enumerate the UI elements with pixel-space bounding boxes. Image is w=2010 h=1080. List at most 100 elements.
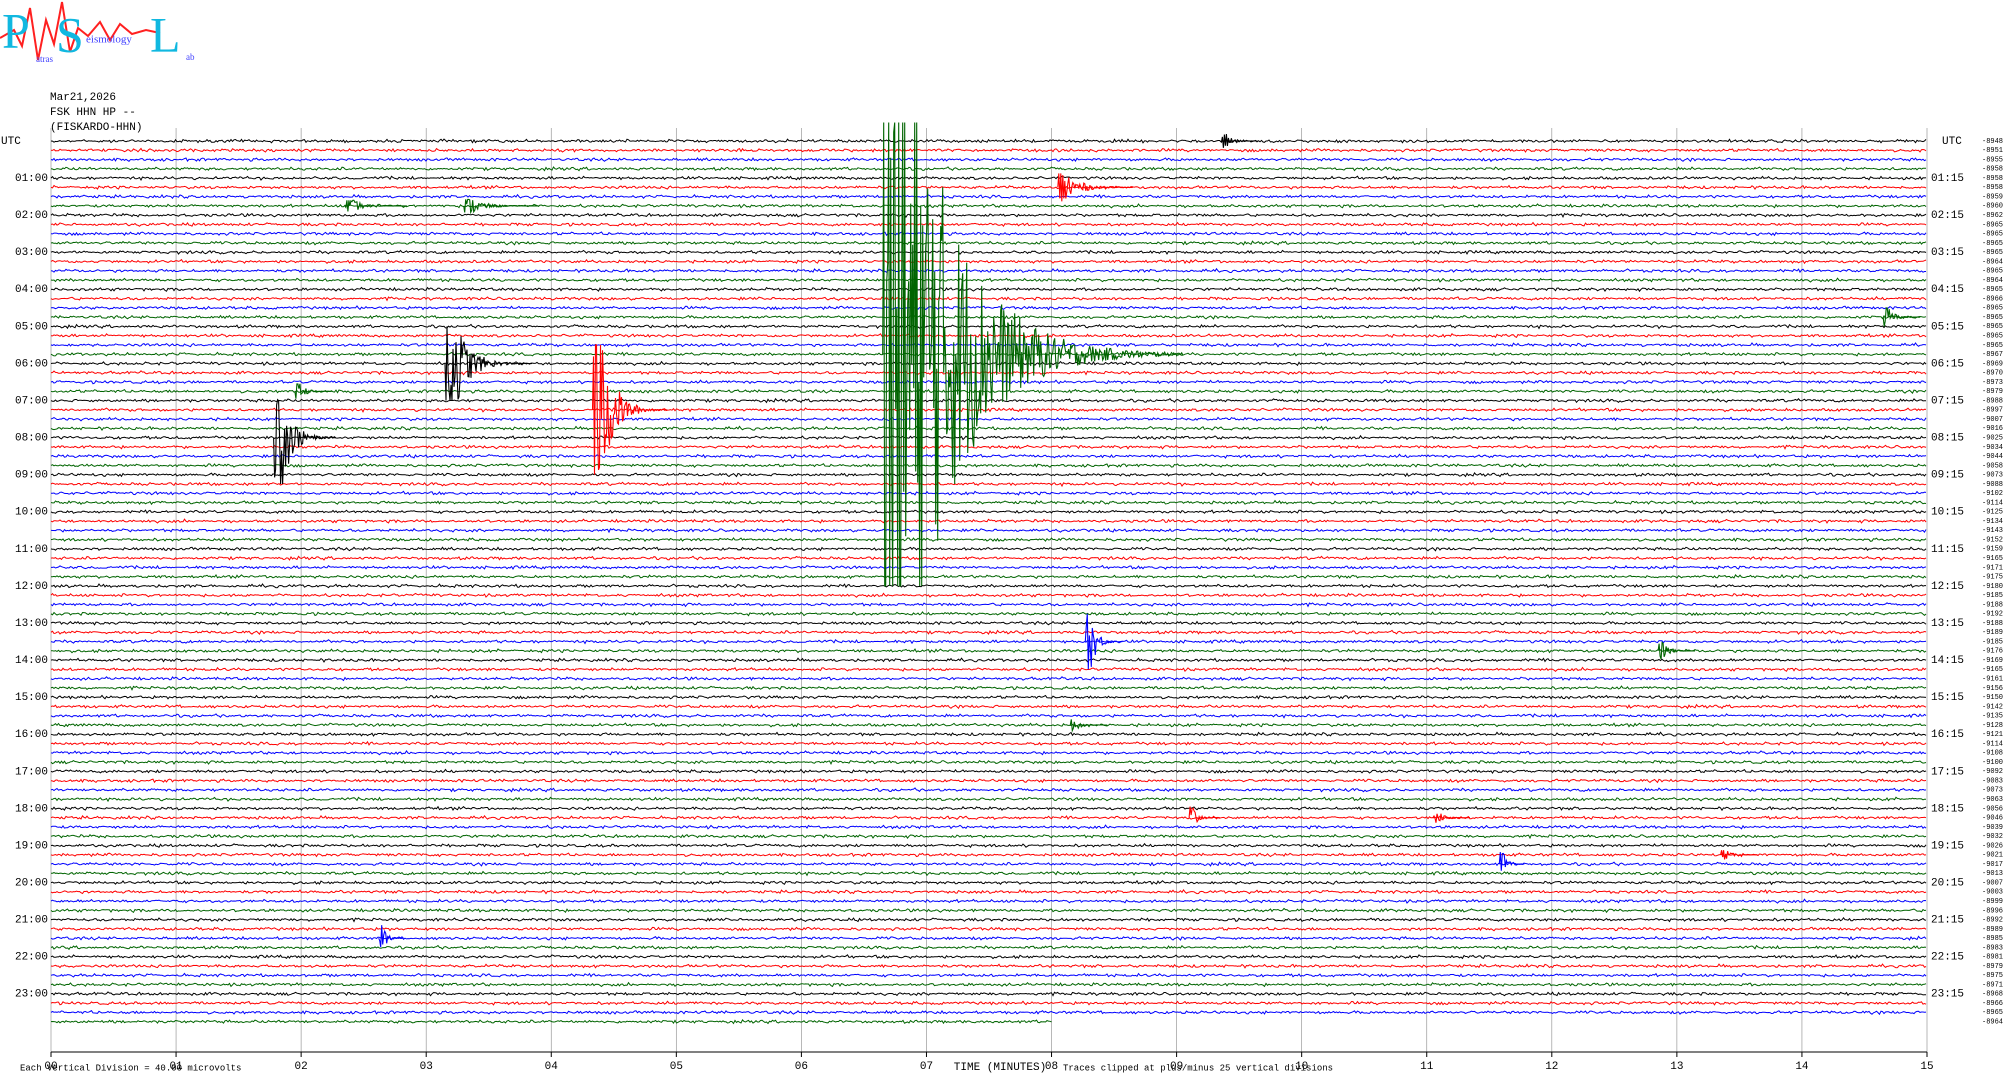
seismic-event bbox=[1219, 133, 1258, 148]
offset-label: -9165 bbox=[1982, 666, 2003, 674]
offset-label: -9128 bbox=[1982, 722, 2003, 730]
offset-label: -8959 bbox=[1982, 193, 2003, 201]
offset-label: -8965 bbox=[1982, 342, 2003, 350]
offset-label: -9058 bbox=[1982, 462, 2003, 470]
hour-label: 05:00 bbox=[15, 321, 48, 333]
trace bbox=[50, 814, 1927, 821]
hour-label: 04:15 bbox=[1931, 284, 1964, 296]
offset-label: -9135 bbox=[1982, 713, 2003, 721]
offset-label: -9121 bbox=[1982, 731, 2003, 739]
offset-label: -8965 bbox=[1982, 323, 2003, 331]
hour-label: 06:00 bbox=[15, 358, 48, 370]
offset-label: -8948 bbox=[1982, 138, 2003, 146]
offset-label: -9180 bbox=[1982, 583, 2003, 591]
x-tick-label: 14 bbox=[1795, 1061, 1809, 1073]
hour-label: 15:00 bbox=[15, 692, 48, 704]
trace bbox=[50, 852, 1927, 858]
hour-label: 04:00 bbox=[15, 284, 48, 296]
hour-label: 10:15 bbox=[1931, 507, 1964, 519]
trace bbox=[50, 444, 1927, 450]
offset-label: -8992 bbox=[1982, 917, 2003, 925]
offset-label: -9016 bbox=[1982, 425, 2003, 433]
trace bbox=[50, 258, 1927, 265]
seismic-event bbox=[294, 383, 332, 399]
trace bbox=[50, 907, 1927, 914]
trace bbox=[50, 221, 1927, 228]
seismic-event bbox=[444, 326, 533, 401]
offset-label: -9073 bbox=[1982, 787, 2003, 795]
offset-label: -9134 bbox=[1982, 518, 2003, 526]
offset-label: -8968 bbox=[1982, 991, 2003, 999]
offset-label: -9156 bbox=[1982, 685, 2003, 693]
seismic-event bbox=[1882, 307, 1921, 327]
x-tick-label: 06 bbox=[795, 1061, 808, 1073]
offset-label: -9185 bbox=[1982, 592, 2003, 600]
offset-label: -8979 bbox=[1982, 388, 2003, 396]
offset-label: -9013 bbox=[1982, 870, 2003, 878]
trace bbox=[50, 870, 1927, 877]
offset-label: -9063 bbox=[1982, 796, 2003, 804]
trace bbox=[50, 749, 1927, 756]
trace bbox=[50, 518, 1927, 524]
offset-label: -8981 bbox=[1982, 954, 2003, 962]
trace bbox=[50, 768, 1927, 775]
trace bbox=[50, 481, 1927, 488]
trace bbox=[50, 842, 1927, 849]
trace bbox=[50, 981, 1927, 988]
offset-label: -8966 bbox=[1982, 1000, 2003, 1008]
trace bbox=[50, 267, 1926, 274]
hour-label: 15:15 bbox=[1931, 692, 1964, 704]
x-tick-label: 11 bbox=[1420, 1061, 1434, 1073]
trace bbox=[50, 944, 1927, 951]
trace bbox=[50, 157, 1927, 163]
hour-label: 09:00 bbox=[15, 470, 48, 482]
trace bbox=[50, 332, 1927, 339]
trace bbox=[50, 1000, 1927, 1006]
trace bbox=[50, 240, 1927, 246]
offset-label: -8965 bbox=[1982, 221, 2003, 229]
station: (FISKARDO-HHN) bbox=[50, 122, 142, 134]
offset-label: -9114 bbox=[1982, 740, 2003, 748]
hour-label: 20:00 bbox=[15, 878, 48, 890]
offset-label: -8965 bbox=[1982, 305, 2003, 313]
hour-label: 08:00 bbox=[15, 433, 48, 445]
offset-label: -9044 bbox=[1982, 453, 2003, 461]
x-tick-label: 00 bbox=[44, 1061, 57, 1073]
hour-label: 02:15 bbox=[1931, 210, 1964, 222]
trace bbox=[50, 916, 1927, 923]
trace bbox=[50, 193, 1927, 199]
hour-label: 14:15 bbox=[1931, 655, 1964, 667]
offset-label: -8967 bbox=[1982, 351, 2003, 359]
hour-label: 13:15 bbox=[1931, 618, 1964, 630]
offset-label: -8965 bbox=[1982, 240, 2003, 248]
offset-label: -9007 bbox=[1982, 879, 2003, 887]
seismic-event bbox=[1084, 613, 1123, 670]
trace bbox=[50, 499, 1927, 506]
x-tick-label: 07 bbox=[920, 1061, 933, 1073]
offset-label: -8999 bbox=[1982, 898, 2003, 906]
offset-label: -8964 bbox=[1982, 258, 2003, 266]
trace bbox=[50, 388, 1927, 394]
hour-label: 16:00 bbox=[15, 729, 48, 741]
offset-label: -8965 bbox=[1982, 268, 2003, 276]
seismic-event bbox=[1057, 173, 1133, 202]
offset-label: -9175 bbox=[1982, 574, 2003, 582]
trace bbox=[50, 805, 1927, 812]
trace bbox=[50, 536, 1927, 543]
hour-label: 21:15 bbox=[1931, 915, 1964, 927]
trace bbox=[50, 861, 1927, 867]
logo-word: atras bbox=[36, 54, 53, 64]
offset-label: -8965 bbox=[1982, 249, 2003, 257]
trace bbox=[50, 611, 1927, 617]
offset-label: -8958 bbox=[1982, 184, 2003, 192]
seismic-event bbox=[1657, 641, 1696, 660]
trace bbox=[50, 472, 1927, 478]
offset-label: -8966 bbox=[1982, 295, 2003, 303]
logo-word: ab bbox=[186, 52, 195, 62]
hour-label: 23:00 bbox=[15, 989, 48, 1001]
trace bbox=[50, 203, 1927, 209]
hour-label: 02:00 bbox=[15, 210, 48, 222]
trace bbox=[50, 305, 1927, 311]
trace bbox=[50, 212, 1927, 219]
trace bbox=[50, 713, 1927, 719]
